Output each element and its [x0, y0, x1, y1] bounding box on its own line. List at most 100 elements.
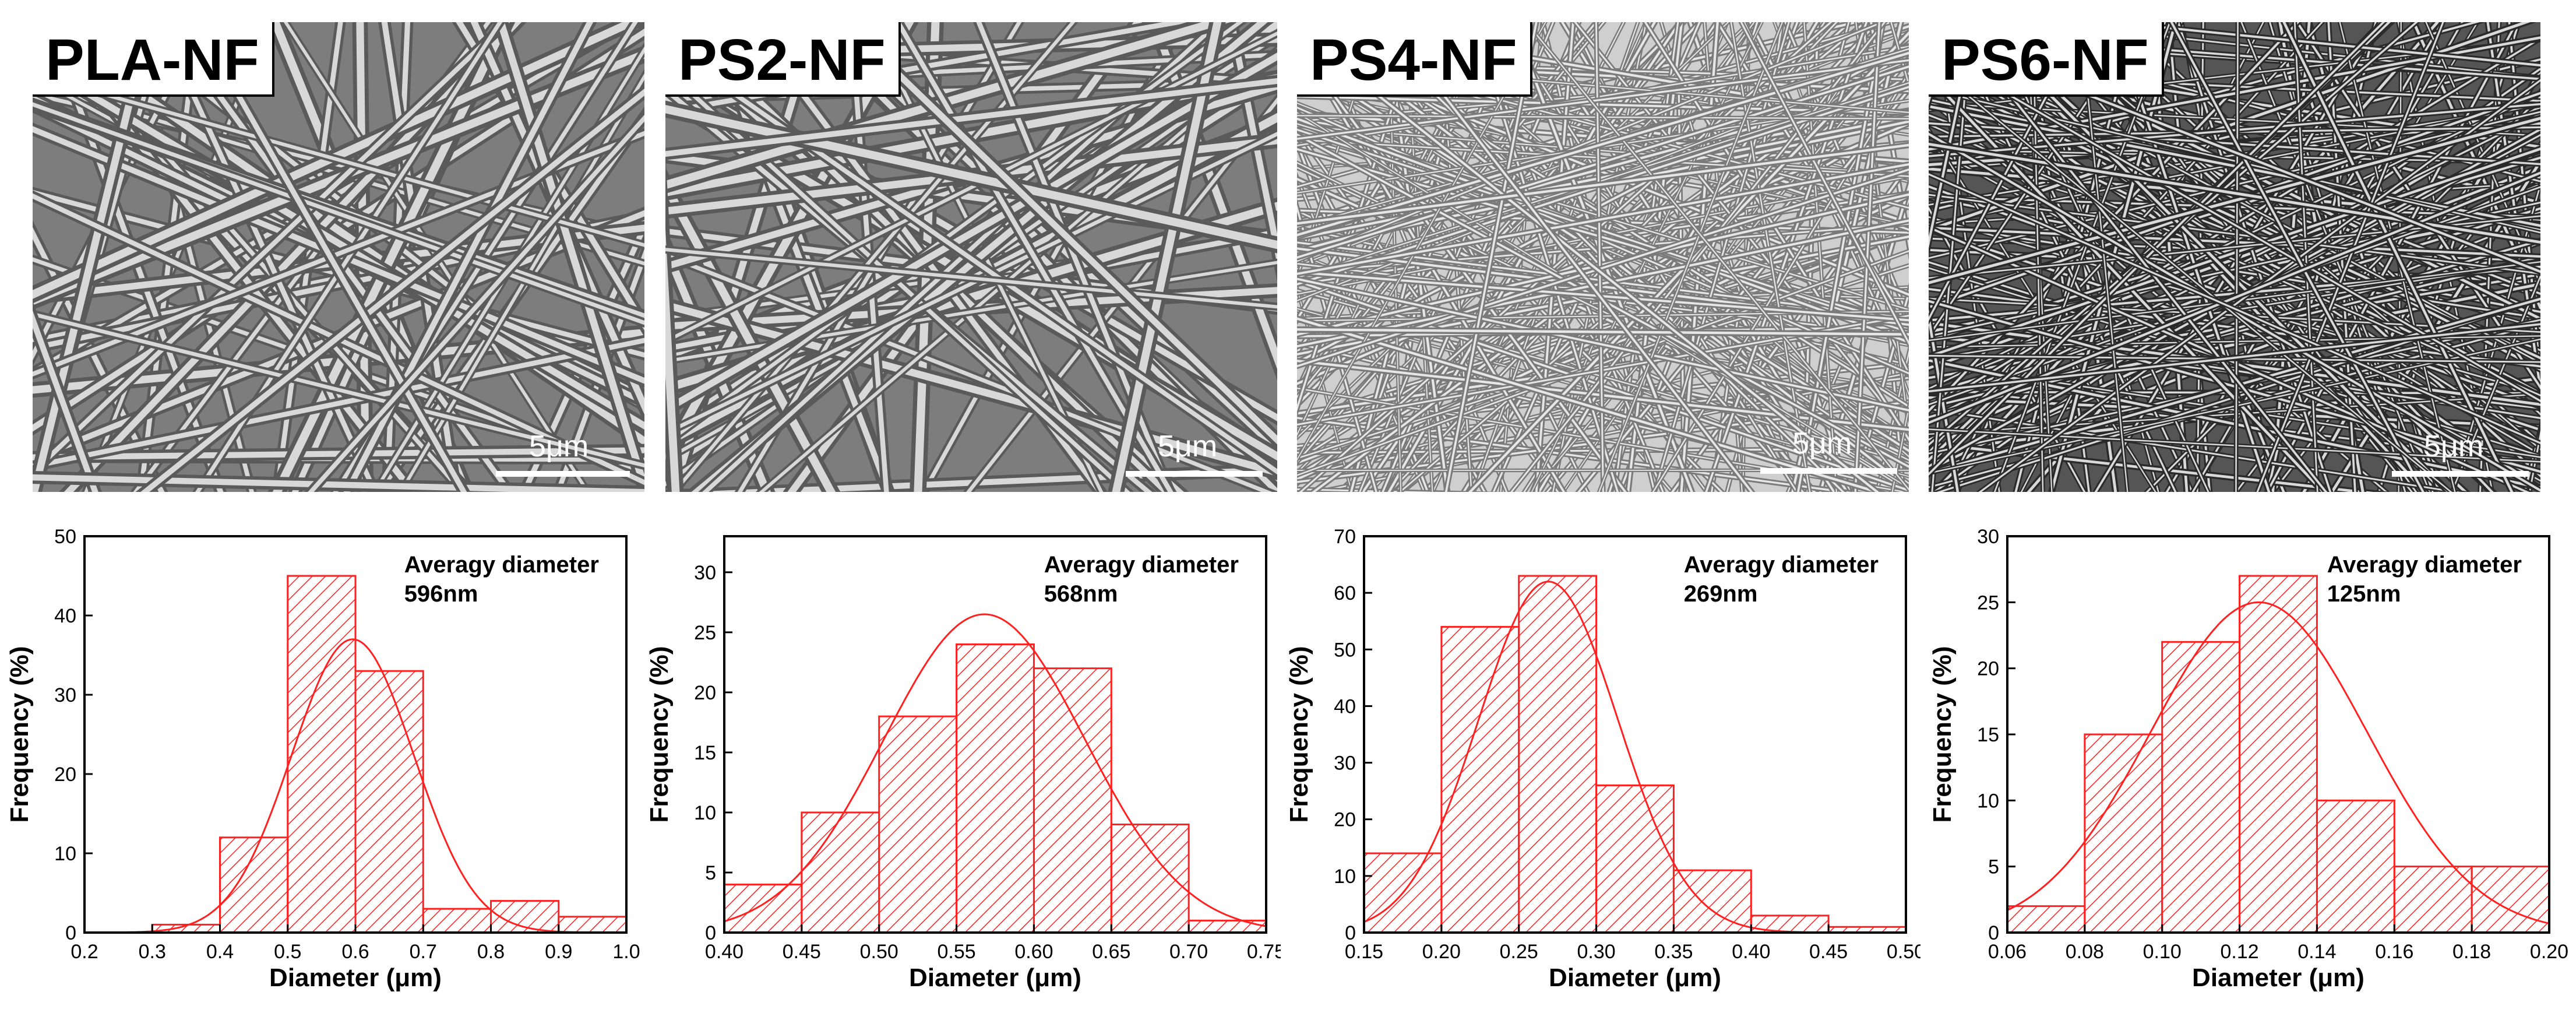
x-tick-label: 0.7 — [410, 941, 437, 963]
histogram-bar — [2316, 799, 2395, 934]
scale-bar — [1760, 468, 1897, 474]
y-axis-label: Frequency (%) — [5, 646, 34, 822]
scale-bar — [496, 471, 630, 477]
plot-area: 0.2 0.3 0.4 0.5 0.6 0.7 0.8 0.9 1.0 0 10 20 30 40 50 — [54, 526, 640, 963]
x-axis-label: Diameter (μm) — [909, 963, 1081, 992]
plot-area: 0.15 0.20 0.25 0.30 0.35 0.40 0.45 0.50 0 10 20 30 4… — [1334, 526, 1925, 963]
y-tick-label: 20 — [1977, 658, 1999, 680]
plot-frame — [723, 535, 1267, 934]
histogram-bar — [878, 715, 958, 934]
y-tick-label: 0 — [65, 922, 76, 944]
histogram-ps2-nf: 0.40 0.45 0.50 0.55 0.60 0.65 0.70 0.75 0 5 10 15 20… — [640, 519, 1285, 1011]
y-tick-label: 0 — [705, 922, 716, 944]
x-tick-label: 0.10 — [2143, 941, 2182, 963]
x-tick-label: 0.20 — [1422, 941, 1461, 963]
histogram-bar — [1518, 575, 1598, 934]
histogram-bar — [219, 836, 289, 934]
annotation-value: 269nm — [1684, 581, 1758, 607]
y-tick-label: 60 — [1334, 582, 1356, 604]
x-tick-label: 0.45 — [783, 941, 821, 963]
x-tick-label: 0.3 — [139, 941, 166, 963]
x-tick-label: 0.40 — [1732, 941, 1770, 963]
x-tick-label: 0.5 — [274, 941, 301, 963]
x-axis-label: Diameter (μm) — [1549, 963, 1721, 992]
x-tick-label: 0.4 — [206, 941, 234, 963]
x-tick-label: 0.08 — [2066, 941, 2104, 963]
gaussian-fit-curve — [724, 613, 1267, 927]
histogram-bar — [956, 643, 1035, 934]
plot-frame — [1363, 535, 1907, 934]
histogram-bar — [723, 884, 803, 934]
x-tick-label: 0.9 — [545, 941, 572, 963]
sem-image-ps6-nf: PS6-NF 5μm — [1929, 22, 2540, 492]
histogram-bar — [2161, 641, 2241, 934]
gaussian-fit-curve — [2007, 601, 2550, 924]
sem-label: PS4-NF — [1297, 22, 1532, 97]
sem-image-ps4-nf: PS4-NF 5μm — [1297, 22, 1909, 492]
y-tick-label: 30 — [694, 562, 716, 584]
annotation-label: Averagy diameter — [404, 552, 599, 578]
histogram-bar — [287, 575, 357, 934]
sem-label: PS2-NF — [665, 22, 901, 97]
y-tick-label: 0 — [1345, 922, 1356, 944]
y-axis-label: Frequency (%) — [645, 646, 674, 822]
y-tick-label: 30 — [1334, 752, 1356, 775]
y-axis-label: Frequency (%) — [1928, 646, 1957, 822]
y-tick-label: 15 — [1977, 724, 1999, 746]
sem-image-pla-nf: PLA-NF 5μm — [33, 22, 644, 492]
x-tick-label: 0.65 — [1092, 941, 1130, 963]
annotation-label: Averagy diameter — [1044, 552, 1239, 578]
y-tick-label: 10 — [1334, 866, 1356, 888]
x-tick-label: 0.60 — [1014, 941, 1053, 963]
x-tick-label: 0.45 — [1809, 941, 1848, 963]
y-tick-label: 50 — [54, 526, 76, 548]
y-tick-label: 5 — [1988, 856, 1999, 878]
annotation-label: Averagy diameter — [1684, 552, 1879, 578]
x-axis-label: Diameter (μm) — [269, 963, 442, 992]
sem-label: PS6-NF — [1929, 22, 2164, 97]
histogram-bar — [2006, 905, 2086, 934]
x-tick-label: 0.6 — [341, 941, 369, 963]
x-tick-label: 0.12 — [2220, 941, 2258, 963]
y-tick-label: 25 — [694, 622, 716, 644]
x-tick-label: 0.75 — [1247, 941, 1281, 963]
scale-bar-label: 5μm — [529, 430, 589, 463]
histogram-bar — [558, 916, 628, 934]
plot-area: 0.40 0.45 0.50 0.55 0.60 0.65 0.70 0.75 0 5 10 15 20… — [694, 535, 1285, 963]
histogram-bar — [1672, 869, 1752, 934]
x-tick-label: 0.70 — [1169, 941, 1208, 963]
x-tick-label: 0.2 — [71, 941, 98, 963]
histogram-pla-nf: 0.2 0.3 0.4 0.5 0.6 0.7 0.8 0.9 1.0 0 10 20 30 40 50 A… — [0, 519, 641, 1011]
histogram-bar — [1440, 625, 1520, 934]
x-tick-label: 0.40 — [705, 941, 743, 963]
x-tick-label: 0.50 — [860, 941, 898, 963]
histogram-bar — [422, 908, 492, 934]
y-tick-label: 15 — [694, 742, 716, 764]
plot-area: 0.06 0.08 0.10 0.12 0.14 0.16 0.18 0.20 0 5 10 15 20… — [1977, 526, 2568, 963]
histogram-ps6-nf: 0.06 0.08 0.10 0.12 0.14 0.16 0.18 0.20 0 5 10 15 20… — [1923, 519, 2570, 1011]
histogram-bar — [354, 670, 424, 934]
x-tick-label: 0.50 — [1887, 941, 1920, 963]
x-tick-label: 0.35 — [1654, 941, 1693, 963]
sem-fiber-texture — [1297, 22, 1909, 492]
sem-fiber-texture — [665, 22, 1277, 492]
annotation-value: 125nm — [2327, 581, 2401, 607]
histogram-bar — [2471, 866, 2550, 934]
histogram-bar — [1187, 919, 1267, 934]
x-tick-label: 0.30 — [1577, 941, 1615, 963]
y-tick-label: 10 — [1977, 790, 1999, 812]
x-tick-label: 0.14 — [2297, 941, 2336, 963]
x-tick-label: 0.06 — [1988, 941, 2027, 963]
scale-bar-label: 5μm — [1158, 430, 1218, 463]
sem-label: PLA-NF — [33, 22, 274, 97]
y-tick-label: 30 — [54, 684, 76, 706]
y-tick-label: 40 — [1334, 695, 1356, 717]
histogram-svg: 0.40 0.45 0.50 0.55 0.60 0.65 0.70 0.75 0 5 10 15 20… — [645, 535, 1285, 992]
x-tick-label: 0.18 — [2452, 941, 2491, 963]
annotation-value: 596nm — [404, 581, 478, 607]
y-tick-label: 10 — [54, 843, 76, 865]
sem-fiber-texture — [33, 22, 644, 492]
scale-bar — [1126, 471, 1263, 477]
y-tick-label: 70 — [1334, 526, 1356, 548]
scale-bar — [2392, 471, 2529, 477]
